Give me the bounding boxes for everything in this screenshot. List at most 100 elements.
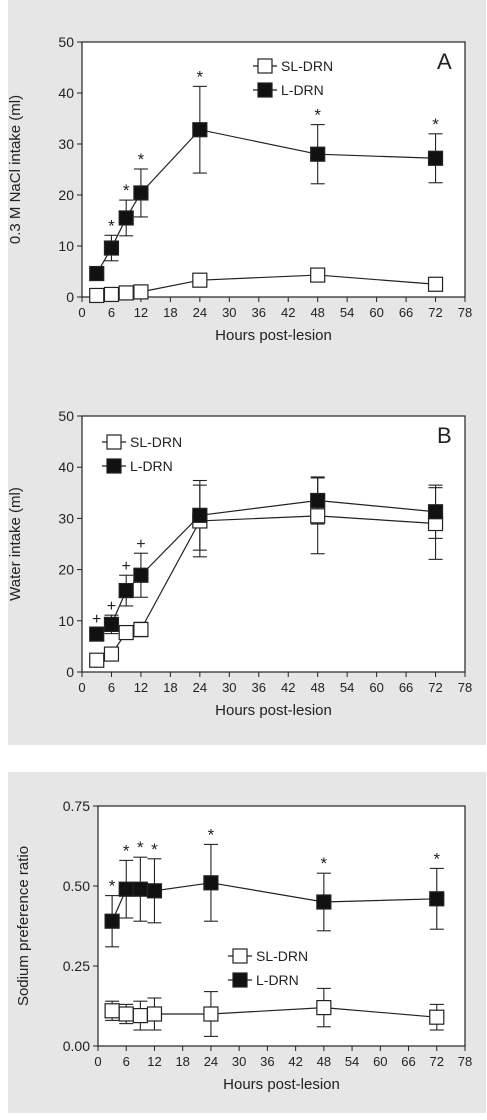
x-tick-label: 6: [123, 1054, 130, 1069]
y-tick-label: 0: [66, 289, 74, 305]
x-tick-label: 6: [108, 305, 115, 320]
data-point-filled: [103, 616, 120, 632]
x-tick-label: 18: [163, 305, 177, 320]
significance-marker: +: [107, 598, 116, 615]
y-tick-label: 30: [58, 136, 74, 152]
x-tick-label: 72: [430, 1054, 444, 1069]
x-tick-label: 0: [78, 305, 85, 320]
data-point-open: [146, 1006, 163, 1022]
data-point-filled: [429, 891, 445, 907]
significance-marker: +: [136, 536, 145, 553]
panel-letter: A: [437, 49, 452, 74]
significance-marker: *: [108, 216, 115, 235]
data-point-open: [310, 267, 326, 283]
legend-marker: [232, 948, 248, 964]
chart-a-nacl-intake: 0 6 12 18 24 30 36 42 48 54 60 66 72 78 0 10 20 30 40 50 Hou…: [7, 34, 472, 344]
data-point-open: [133, 284, 149, 300]
significance-marker: *: [137, 838, 144, 857]
y-tick-label: 40: [58, 85, 74, 101]
significance-marker: *: [151, 840, 158, 859]
y-tick-label: 50: [58, 408, 74, 424]
legend-label: SL-DRN: [281, 58, 333, 74]
x-tick-label: 12: [134, 305, 148, 320]
y-tick-label: 40: [58, 459, 74, 475]
x-tick-label: 12: [134, 680, 148, 695]
x-tick-label: 48: [310, 680, 324, 695]
data-point-filled: [192, 507, 208, 523]
x-tick-label: 0: [94, 1054, 101, 1069]
data-point-filled: [89, 265, 105, 282]
significance-marker: *: [109, 877, 116, 896]
data-point-filled: [146, 883, 163, 899]
x-tick-label: 60: [369, 305, 383, 320]
data-point-filled: [118, 210, 134, 226]
significance-marker: *: [123, 841, 130, 860]
x-tick-label: 24: [193, 680, 207, 695]
data-point-filled: [192, 122, 208, 138]
data-point-open: [310, 508, 326, 524]
legend-marker: [106, 458, 122, 474]
panel-letter: B: [437, 423, 452, 448]
x-tick-label: 54: [345, 1054, 359, 1069]
x-tick-label: 60: [373, 1054, 387, 1069]
x-tick-label: 54: [340, 305, 354, 320]
data-point-filled: [118, 881, 134, 897]
x-tick-label: 30: [222, 680, 236, 695]
y-axis-label: Water intake (ml): [7, 487, 24, 601]
data-point-filled: [89, 626, 105, 642]
data-point-filled: [203, 875, 219, 891]
legend-label: SL-DRN: [130, 434, 182, 450]
significance-marker: *: [123, 181, 130, 200]
x-tick-label: 48: [317, 1054, 331, 1069]
y-tick-label: 0.50: [63, 878, 90, 894]
data-point-open: [427, 276, 444, 292]
data-point-filled: [133, 567, 149, 583]
y-axis-label: Sodium preference ratio: [15, 846, 32, 1006]
x-tick-label: 30: [222, 305, 236, 320]
legend-label: L-DRN: [281, 82, 324, 98]
x-tick-label: 66: [399, 680, 413, 695]
y-tick-label: 0.75: [63, 798, 90, 814]
legend-label: L-DRN: [130, 458, 173, 474]
data-point-open: [133, 621, 149, 638]
x-tick-label: 24: [204, 1054, 218, 1069]
data-point-open: [103, 286, 120, 303]
x-tick-label: 78: [458, 1054, 472, 1069]
x-tick-label: 66: [401, 1054, 415, 1069]
x-tick-label: 36: [260, 1054, 274, 1069]
x-tick-label: 78: [458, 680, 472, 695]
y-tick-label: 0.00: [63, 1038, 90, 1054]
plot-area: [97, 805, 466, 1047]
significance-marker: *: [197, 67, 204, 86]
x-tick-label: 72: [428, 680, 442, 695]
x-tick-label: 36: [252, 305, 266, 320]
data-point-filled: [132, 881, 148, 897]
data-point-filled: [310, 146, 326, 162]
y-tick-label: 30: [58, 510, 74, 526]
x-tick-label: 42: [288, 1054, 302, 1069]
x-tick-label: 78: [458, 305, 472, 320]
data-point-open: [104, 1003, 120, 1019]
data-point-open: [429, 1009, 445, 1025]
x-axis-label: Hours post-lesion: [223, 1076, 340, 1093]
significance-marker: *: [314, 106, 321, 125]
legend-marker: [257, 58, 273, 74]
x-axis-label: Hours post-lesion: [215, 327, 332, 344]
y-tick-label: 10: [58, 238, 74, 254]
chart-b-water-intake: 0 6 12 18 24 30 36 42 48 54 60 66 72 78 0 10 20 30 40 50 Hou…: [7, 408, 472, 719]
data-point-open: [316, 1000, 332, 1016]
x-tick-label: 60: [369, 680, 383, 695]
data-point-open: [118, 624, 134, 641]
significance-marker: +: [122, 558, 131, 575]
data-point-open: [203, 1006, 219, 1022]
x-tick-label: 18: [163, 680, 177, 695]
x-axis-label: Hours post-lesion: [215, 702, 332, 719]
x-tick-label: 36: [252, 680, 266, 695]
data-point-open: [192, 272, 208, 288]
y-tick-label: 10: [58, 613, 74, 629]
legend-marker: [257, 82, 273, 98]
data-point-filled: [310, 492, 326, 509]
x-tick-label: 42: [281, 680, 295, 695]
data-point-filled: [427, 504, 444, 520]
y-tick-label: 20: [58, 562, 74, 578]
